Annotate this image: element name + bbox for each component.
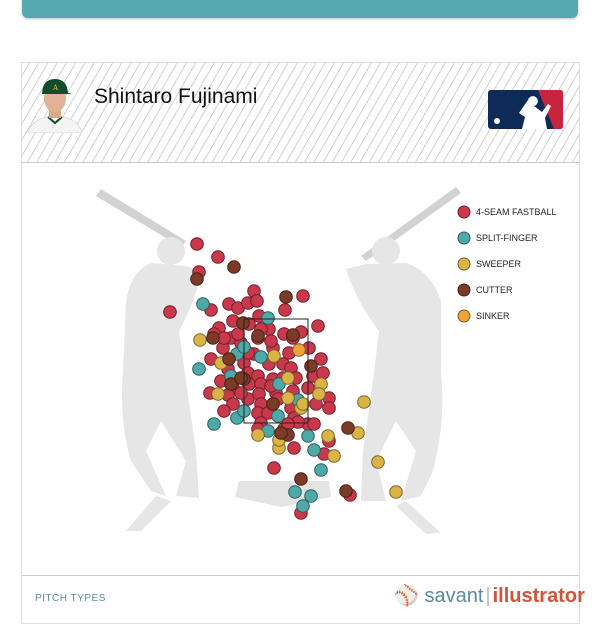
pitch-point [314,463,328,477]
svg-text:A: A [52,84,59,92]
pitch-point [287,441,301,455]
pitch-point [224,377,238,391]
player-name: Shintaro Fujinami [94,85,258,108]
pitch-point [261,311,275,325]
legend: 4-SEAM FASTBALL SPLIT-FINGER SWEEPER CUT… [457,205,557,323]
pitch-points [163,237,403,520]
pitch-point [227,260,241,274]
legend-marker [457,257,471,271]
top-banner [22,0,578,18]
pitch-point [371,455,385,469]
pitch-point [163,305,177,319]
pitch-point [321,429,335,443]
batter-silhouette-left [96,189,201,531]
pitch-point [281,371,295,385]
pitch-point [312,387,326,401]
pitch-types-label: PITCH TYPES [35,593,106,604]
player-header: A Shintaro Fujinami [22,63,579,163]
pitch-point [301,429,315,443]
pitch-point [281,391,295,405]
pitch-point [190,237,204,251]
pitch-chart-card: A Shintaro Fujinami 4-SEAM FASTBALL SP [21,62,585,624]
pitch-point [274,426,288,440]
legend-marker [457,283,471,297]
legend-marker [457,309,471,323]
strike-zone [243,318,309,424]
pitch-point [267,349,281,363]
pitch-point [192,362,206,376]
legend-item: 4-SEAM FASTBALL [457,205,557,219]
pitch-point [341,421,355,435]
pitch-point [314,352,328,366]
logo-illustrator-text: illustrator [492,585,585,607]
pitch-point [307,443,321,457]
pitch-point [211,387,225,401]
pitch-point [389,485,403,499]
pitch-point [322,401,336,415]
pitch-point [288,485,302,499]
pitch-point [307,417,321,431]
legend-item: SWEEPER [457,257,522,271]
legend-item: SINKER [457,309,510,323]
pitch-location-plot: 4-SEAM FASTBALL SPLIT-FINGER SWEEPER CUT… [96,187,557,534]
player-headshot: A [27,79,83,133]
pitch-point [271,409,285,423]
pitch-point [296,499,310,513]
legend-label: SPLIT-FINGER [476,233,538,243]
savant-illustrator-logo: ⚾ savant | illustrator [394,585,585,607]
baseball-icon: ⚾ [394,585,419,607]
pitch-point [234,371,248,385]
pitch-point [292,343,306,357]
legend-marker [457,205,471,219]
pitch-point [264,334,278,348]
legend-item: CUTTER [457,283,513,297]
pitch-point [286,328,300,342]
pitch-point [316,366,330,380]
pitch-point [234,386,248,400]
legend-label: CUTTER [476,285,513,295]
pitch-point [296,397,310,411]
pitch-point [193,333,207,347]
legend-marker [457,231,471,245]
pitch-point [327,449,341,463]
footer-divider [22,575,579,576]
legend-item: SPLIT-FINGER [457,231,538,245]
pitch-point [250,294,264,308]
legend-label: SWEEPER [476,259,522,269]
pitch-point [211,250,225,264]
legend-label: 4-SEAM FASTBALL [476,207,557,217]
pitch-point [311,319,325,333]
logo-savant-text: savant [424,585,484,607]
pitch-point [196,297,210,311]
pitch-point [278,303,292,317]
pitch-point [251,428,265,442]
pitch-point [207,417,221,431]
pitch-point [236,316,250,330]
batter-silhouette-right [346,187,461,534]
legend-label: SINKER [476,311,510,321]
pitch-point [226,397,240,411]
pitch-point [357,395,371,409]
pitch-point [266,397,280,411]
pitch-point [279,290,293,304]
pitch-point [206,331,220,345]
pitch-point [294,472,308,486]
pitch-point [217,404,231,418]
pitch-point [267,461,281,475]
pitch-point [190,272,204,286]
pitch-point [304,359,318,373]
mlb-logo [488,90,563,129]
pitch-point [304,489,318,503]
pitch-point [222,352,236,366]
pitch-point [254,350,268,364]
pitch-point [296,289,310,303]
pitch-point [251,329,265,343]
pitch-point [339,484,353,498]
